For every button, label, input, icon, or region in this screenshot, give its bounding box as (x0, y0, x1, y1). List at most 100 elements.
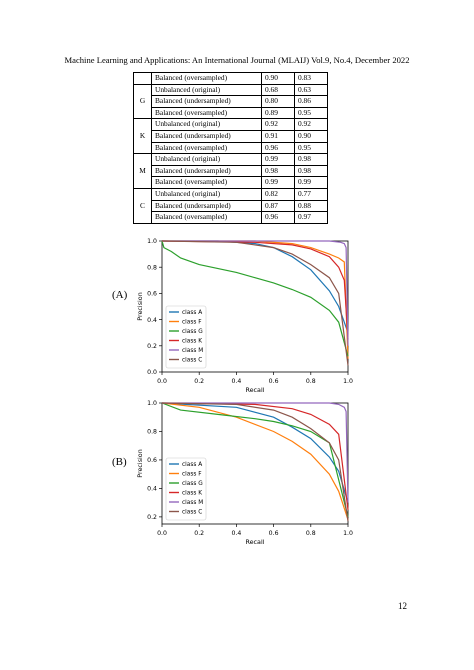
group-cell: M (133, 153, 152, 189)
y-tick-label: 0.2 (147, 343, 157, 350)
score-cell: 0.89 (261, 106, 295, 120)
score-cell: 0.83 (294, 72, 328, 85)
score-cell: 0.80 (261, 95, 295, 108)
score-cell: 0.90 (294, 129, 328, 143)
precision-recall-chart-a: 0.0 0.2 0.4 0.6 0.8 1.0 0.0 0.2 0.4 0.6 0.8 1.0 Reca… (136, 238, 353, 394)
score-cell: 0.98 (294, 164, 328, 178)
legend-entry: class F (182, 320, 202, 326)
method-cell: Unbalanced (original) (151, 83, 262, 97)
table-row: K Unbalanced (original) 0.92 0.92 (133, 118, 328, 155)
score-cell: 0.88 (294, 199, 328, 213)
legend-entry: class M (182, 348, 203, 354)
method-cell: Balanced (oversampled) (151, 72, 262, 85)
method-cell: Balanced (oversampled) (151, 211, 262, 224)
score-cell: 0.99 (261, 176, 295, 189)
group-cell: G (133, 83, 152, 120)
x-tick-label: 0.2 (194, 378, 204, 385)
score-cell: 0.91 (261, 129, 295, 143)
score-cell: 0.99 (261, 153, 295, 166)
group-cell: C (133, 187, 152, 224)
method-cell: Unbalanced (original) (151, 153, 262, 166)
x-axis-label: Recall (245, 386, 264, 394)
series-line (162, 402, 349, 503)
series-line (161, 402, 349, 522)
method-cell: Balanced (undersampled) (151, 95, 262, 108)
x-tick-label: 0.8 (306, 530, 316, 537)
results-table: Balanced (oversampled) 0.90 0.83 G Unbalance… (133, 72, 328, 224)
x-tick-label: 0.8 (306, 378, 316, 385)
group-cell (133, 72, 152, 85)
score-cell: 0.95 (294, 141, 328, 155)
score-cell: 0.99 (294, 176, 328, 189)
x-tick-label: 0.4 (231, 530, 241, 537)
table-row: Balanced (undersampled) 0.98 0.98 (134, 164, 328, 178)
x-tick-label: 1.0 (343, 378, 353, 385)
x-tick-label: 0.0 (157, 530, 167, 537)
method-cell: Balanced (undersampled) (151, 164, 262, 178)
legend-entry: class A (182, 310, 202, 316)
x-tick-label: 1.0 (343, 530, 353, 537)
series-line (161, 402, 349, 520)
series-line (161, 402, 349, 503)
y-tick-label: 0.6 (147, 457, 157, 464)
series-line (161, 240, 349, 357)
x-tick-label: 0.6 (269, 530, 279, 537)
table-row: Balanced (oversampled) 0.96 0.95 (134, 141, 328, 155)
method-cell: Balanced (undersampled) (151, 129, 262, 143)
group-cell: K (133, 118, 152, 155)
y-tick-label: 0.2 (147, 514, 157, 521)
panel-label-a: (A) (112, 289, 128, 301)
running-header: Machine Learning and Applications: An In… (64, 55, 410, 65)
table-row: Balanced (undersampled) 0.87 0.88 (134, 199, 328, 213)
x-tick-label: 0.2 (194, 530, 204, 537)
y-axis-label: Precision (136, 449, 144, 478)
legend-entry: class G (182, 329, 203, 335)
x-tick-label: 0.4 (231, 378, 241, 385)
legend-entry: class G (182, 481, 203, 487)
score-cell: 0.92 (261, 118, 295, 131)
table-row: Balanced (oversampled) 0.96 0.97 (134, 211, 328, 224)
table-row: G Unbalanced (original) 0.68 0.63 (133, 83, 328, 120)
y-tick-label: 1.0 (147, 400, 157, 407)
series-line (161, 240, 349, 366)
series-line (161, 402, 349, 518)
legend-entry: class M (182, 500, 203, 506)
legend-entry: class F (182, 472, 202, 478)
score-cell: 0.68 (261, 83, 295, 97)
legend-entry: class K (182, 491, 202, 497)
score-cell: 0.95 (294, 106, 328, 120)
table-row: Balanced (undersampled) 0.91 0.90 (134, 129, 328, 143)
table-row: C Unbalanced (original) 0.82 0.77 (133, 187, 328, 224)
legend-entry: class C (182, 510, 202, 516)
panel-label-b: (B) (112, 456, 127, 468)
legend-entry: class A (182, 462, 202, 468)
score-cell: 0.82 (261, 187, 295, 201)
score-cell: 0.97 (294, 211, 328, 224)
method-cell: Balanced (oversampled) (151, 141, 262, 155)
table-row: Balanced (oversampled) 0.99 0.99 (134, 176, 328, 189)
method-cell: Unbalanced (original) (151, 118, 262, 131)
x-tick-label: 0.0 (157, 378, 167, 385)
y-tick-label: 1.0 (147, 238, 157, 245)
page-number: 12 (398, 601, 407, 611)
score-cell: 0.96 (261, 141, 295, 155)
series-line (162, 240, 349, 346)
score-cell: 0.92 (294, 118, 328, 131)
series-line (161, 240, 349, 340)
score-cell: 0.90 (261, 72, 295, 85)
method-cell: Balanced (oversampled) (151, 176, 262, 189)
legend-entry: class C (182, 358, 202, 364)
legend-entry: class K (182, 339, 202, 345)
precision-recall-chart-b: 0.0 0.2 0.4 0.6 0.8 1.0 0.2 0.4 0.6 0.8 1.0 Recall P… (136, 400, 353, 546)
y-tick-label: 0.8 (147, 264, 157, 271)
x-tick-label: 0.6 (269, 378, 279, 385)
x-axis-label: Recall (245, 538, 264, 546)
score-cell: 0.98 (294, 153, 328, 166)
method-cell: Unbalanced (original) (151, 187, 262, 201)
score-cell: 0.87 (261, 199, 295, 213)
y-tick-label: 0.4 (147, 317, 157, 324)
score-cell: 0.96 (261, 211, 295, 224)
score-cell: 0.86 (294, 95, 328, 108)
table-row: Balanced (oversampled) 0.90 0.83 (133, 72, 328, 85)
table-row: Balanced (undersampled) 0.80 0.86 (134, 95, 328, 108)
